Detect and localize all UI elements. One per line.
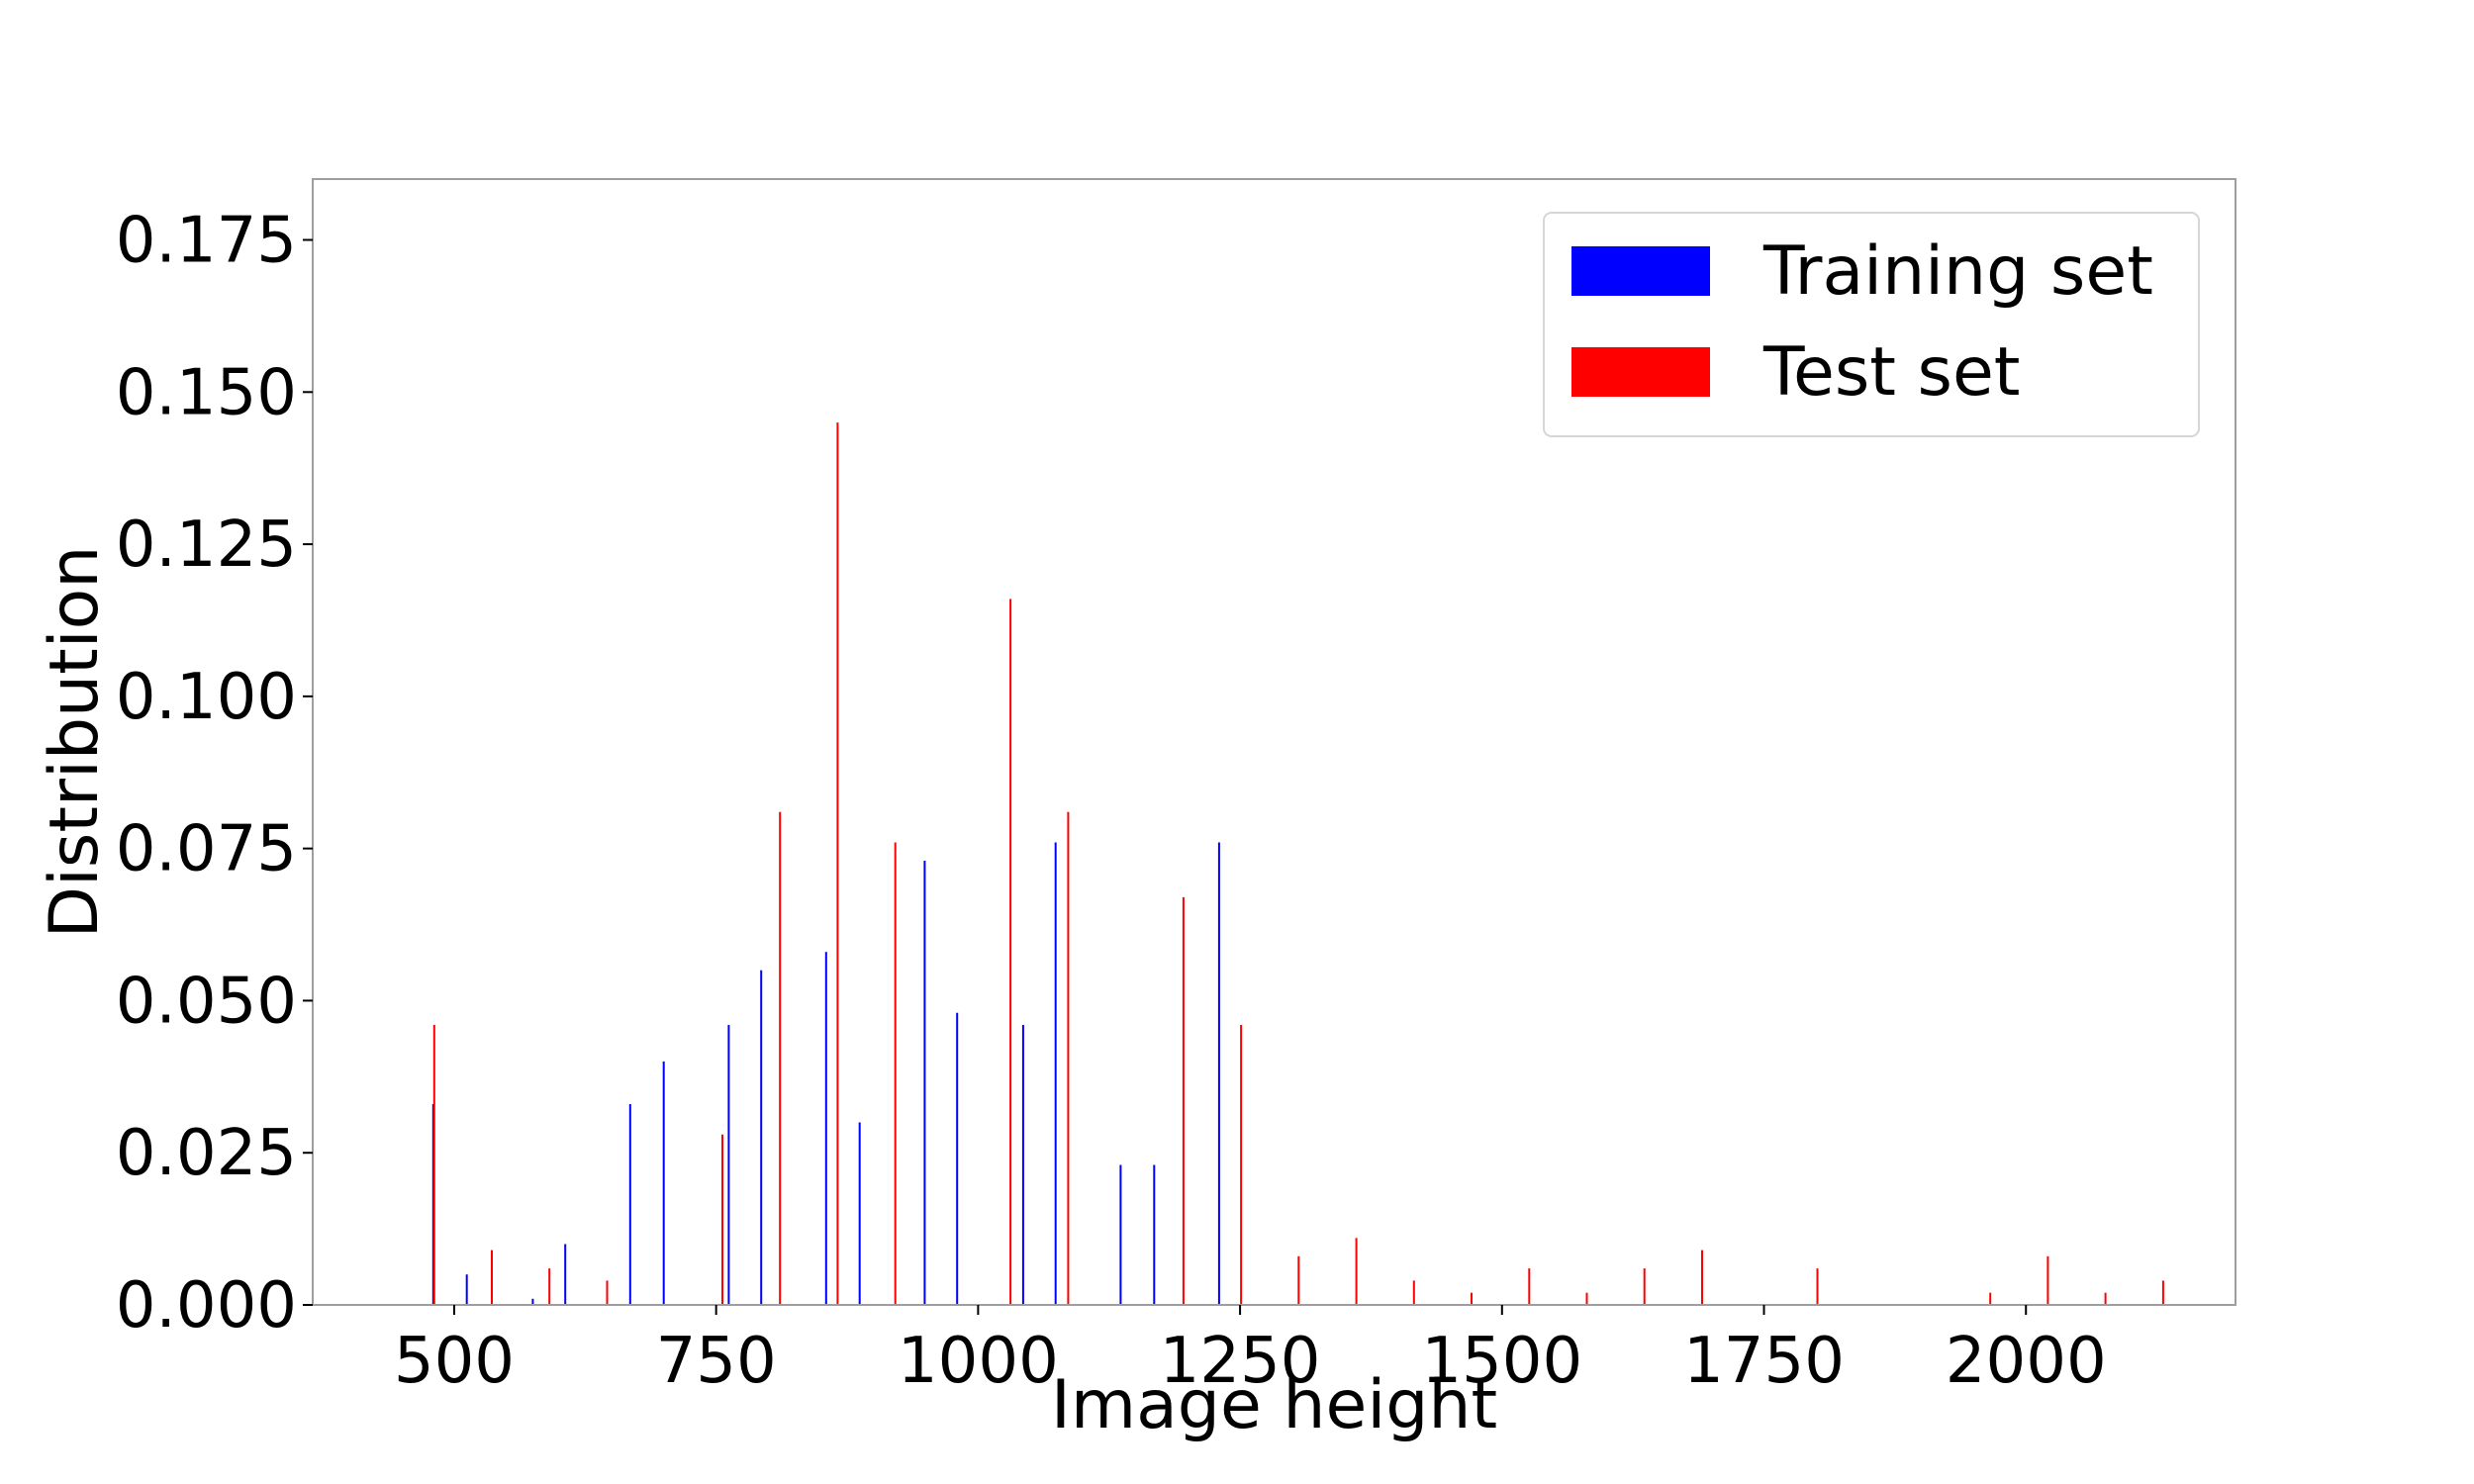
x-tick-label: 1500 [1421, 1325, 1582, 1398]
x-axis: 500 750 1000 1250 1500 1750 2000 [394, 1305, 2107, 1398]
training-set-bar [628, 1104, 631, 1305]
training-set-bar [465, 1274, 468, 1305]
test-set-bar [432, 1025, 435, 1305]
training-set-bar [1021, 1025, 1024, 1305]
training-set-bar [1217, 842, 1220, 1305]
legend-items: Training set Test set [1571, 232, 2153, 412]
plot-frame [312, 178, 2236, 1306]
y-axis: 0.000 0.025 0.050 0.075 0.100 0.125 0.150 0.175 [116, 205, 313, 1343]
y-tick-label: 0.050 [116, 965, 297, 1038]
test-set-bar [1471, 1292, 1473, 1305]
test-set-bar [1412, 1280, 1415, 1305]
x-tick-label: 500 [394, 1325, 515, 1398]
test-set-bar [836, 422, 839, 1306]
test-set-bar [548, 1268, 551, 1305]
legend-swatch-training-set [1571, 246, 1710, 296]
legend-label-test-set: Test set [1762, 333, 2020, 412]
test-set-bar [1182, 896, 1185, 1305]
training-set-bar [923, 861, 926, 1305]
training-set-bar [564, 1244, 567, 1305]
training-set-bar [858, 1122, 861, 1305]
test-set-bar [1816, 1268, 1819, 1305]
test-set-bar [1643, 1268, 1646, 1305]
training-set-bar [956, 1012, 959, 1305]
y-axis-label: Distribution [36, 546, 114, 939]
x-tick-label: 1250 [1160, 1325, 1321, 1398]
test-set-bar [1528, 1268, 1531, 1305]
training-set-bar [727, 1025, 730, 1305]
y-tick-label: 0.125 [116, 509, 297, 582]
test-set-bar [779, 811, 782, 1305]
x-tick-label: 1750 [1683, 1325, 1845, 1398]
test-set-bar [2161, 1280, 2164, 1305]
y-tick-label: 0.000 [116, 1269, 297, 1343]
training-set-bar [760, 970, 763, 1305]
y-tick-label: 0.175 [116, 205, 297, 278]
test-set-bar [1355, 1238, 1358, 1305]
test-set-bar [1701, 1250, 1703, 1305]
test-set-bar [721, 1134, 723, 1305]
test-set-bar [894, 842, 897, 1305]
training-set-bar [824, 952, 827, 1305]
test-set-bar [606, 1280, 609, 1305]
training-set-bar [531, 1298, 534, 1305]
training-set-bar [1153, 1164, 1156, 1305]
training-set-bar [1054, 842, 1057, 1305]
legend: Training set Test set [1543, 212, 2200, 437]
test-set-bar [1989, 1292, 1992, 1305]
legend-swatch-test-set [1571, 347, 1710, 397]
legend-label-training-set: Training set [1762, 232, 2153, 311]
test-set-bar [1067, 811, 1070, 1305]
test-set-bar [1009, 599, 1012, 1305]
test-set-bar [2104, 1292, 2107, 1305]
test-set-bar [1240, 1025, 1243, 1305]
test-set-bar [491, 1250, 493, 1305]
training-set-bar [1119, 1164, 1122, 1305]
x-tick-label: 2000 [1946, 1325, 2107, 1398]
x-axis-label: Image height [1051, 1366, 1497, 1444]
x-tick-label: 750 [656, 1325, 777, 1398]
y-tick-label: 0.100 [116, 661, 297, 734]
test-set-bar [1585, 1292, 1588, 1305]
bars-layer [431, 422, 2164, 1306]
y-tick-label: 0.150 [116, 356, 297, 429]
test-set-bar [1297, 1255, 1300, 1305]
test-set-bar [2046, 1255, 2049, 1305]
y-tick-label: 0.025 [116, 1117, 297, 1190]
training-set-bar [662, 1061, 665, 1305]
y-tick-label: 0.075 [116, 813, 297, 886]
x-tick-label: 1000 [898, 1325, 1059, 1398]
